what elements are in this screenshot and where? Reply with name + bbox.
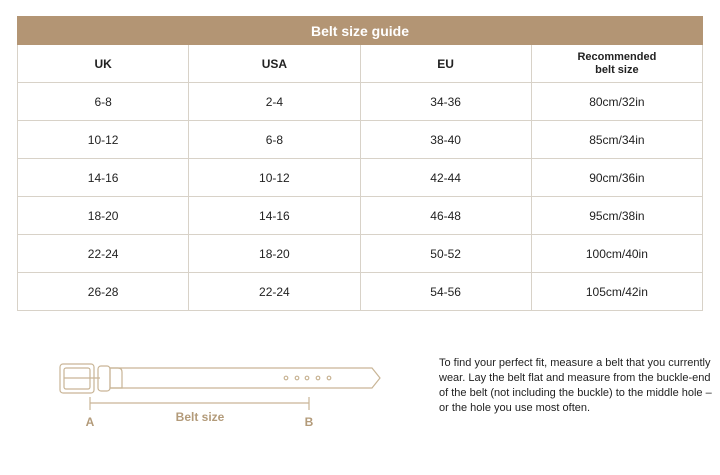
measure-line: [89, 397, 310, 410]
belt-body: [109, 367, 381, 389]
belt-holes: [283, 375, 332, 381]
measure-label: Belt size: [176, 410, 225, 424]
table-row: 10-12 6-8 38-40 85cm/34in: [16, 120, 704, 159]
cell-recommended: 90cm/36in: [530, 158, 704, 197]
cell-usa: 2-4: [188, 82, 361, 121]
cell-uk: 6-8: [16, 82, 190, 121]
cell-recommended: 105cm/42in: [530, 272, 704, 311]
label-b: B: [305, 415, 314, 429]
header-uk: UK: [16, 44, 190, 83]
cell-eu: 54-56: [359, 272, 532, 311]
cell-usa: 18-20: [188, 234, 361, 273]
header-row: UK USA EU Recommended belt size: [16, 44, 704, 83]
table-row: 26-28 22-24 54-56 105cm/42in: [16, 272, 704, 311]
table-row: 6-8 2-4 34-36 80cm/32in: [16, 82, 704, 121]
cell-usa: 10-12: [188, 158, 361, 197]
measuring-instructions: To find your perfect fit, measure a belt…: [439, 357, 712, 414]
cell-recommended: 85cm/34in: [530, 120, 704, 159]
belt-size-table: Belt size guide UK USA EU Recommended be…: [16, 16, 704, 311]
cell-usa: 22-24: [188, 272, 361, 311]
label-a: A: [86, 415, 95, 429]
header-recommended: Recommended belt size: [530, 44, 704, 83]
cell-uk: 18-20: [16, 196, 190, 235]
cell-recommended: 95cm/38in: [530, 196, 704, 235]
table-title: Belt size guide: [17, 16, 703, 45]
header-usa: USA: [188, 44, 361, 83]
cell-recommended: 100cm/40in: [530, 234, 704, 273]
header-recommended-text: Recommended belt size: [577, 50, 657, 76]
cell-uk: 26-28: [16, 272, 190, 311]
cell-eu: 38-40: [359, 120, 532, 159]
